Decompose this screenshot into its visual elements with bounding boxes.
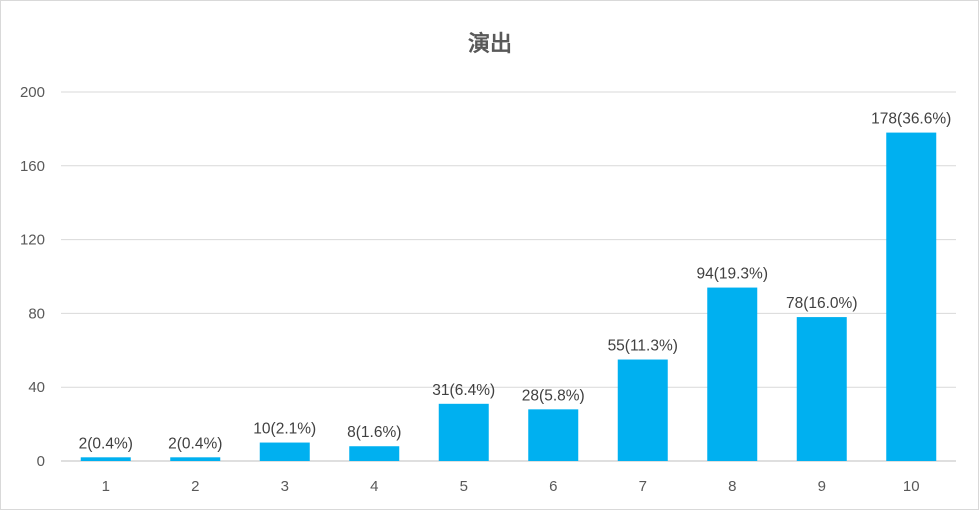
data-label-2: 2(0.4%) (168, 435, 222, 452)
data-label-5: 31(6.4%) (432, 382, 495, 399)
bar-4 (349, 446, 400, 461)
bar-5 (438, 403, 489, 461)
y-axis-ticks: 0 40 80 120 160 200 (20, 84, 45, 470)
chart-title: 演出 (468, 31, 512, 57)
y-tick-label: 40 (28, 379, 45, 396)
data-label-8: 94(19.3%) (696, 266, 768, 283)
data-label-1: 2(0.4%) (79, 435, 133, 452)
x-tick-label: 7 (639, 478, 647, 495)
data-label-7: 55(11.3%) (608, 338, 678, 355)
x-tick-label: 3 (281, 478, 289, 495)
data-label-3: 10(2.1%) (253, 421, 316, 438)
bar-7 (617, 359, 668, 461)
bar-3 (259, 442, 310, 461)
x-tick-label: 6 (549, 478, 557, 495)
bar-1 (80, 457, 131, 461)
x-axis-ticks: 1 2 3 4 5 6 7 8 9 10 (102, 478, 920, 495)
bar-8 (707, 287, 758, 461)
data-label-9: 78(16.0%) (786, 295, 858, 312)
bar-9 (796, 317, 847, 461)
y-tick-label: 160 (20, 158, 45, 175)
data-label-10: 178(36.6%) (871, 111, 951, 128)
x-tick-label: 4 (370, 478, 378, 495)
bar-6 (528, 409, 579, 461)
x-tick-label: 5 (460, 478, 468, 495)
x-tick-label: 8 (728, 478, 736, 495)
y-tick-label: 0 (37, 453, 45, 470)
y-tick-label: 120 (20, 232, 45, 249)
y-tick-label: 80 (28, 305, 45, 322)
x-tick-label: 10 (903, 478, 920, 495)
x-tick-label: 9 (818, 478, 826, 495)
data-label-6: 28(5.8%) (522, 387, 585, 404)
x-tick-label: 2 (191, 478, 199, 495)
data-label-4: 8(1.6%) (347, 424, 401, 441)
x-tick-label: 1 (102, 478, 110, 495)
bar-10 (886, 132, 937, 461)
y-tick-label: 200 (20, 84, 45, 101)
bars (80, 132, 937, 461)
data-labels: 2(0.4%) 2(0.4%) 10(2.1%) 8(1.6%) 31(6.4%) 28(… (79, 111, 952, 453)
bar-2 (170, 457, 221, 461)
